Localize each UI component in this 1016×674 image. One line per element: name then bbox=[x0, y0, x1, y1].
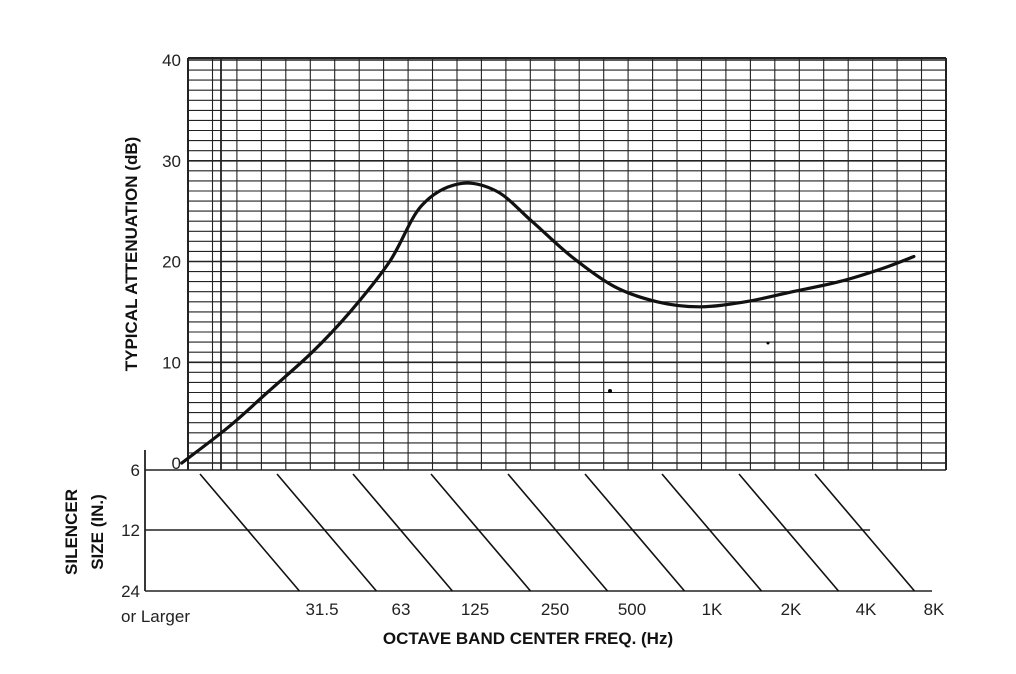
y-tick-label: 0 bbox=[172, 454, 181, 473]
silencer-size-nomograph bbox=[144, 450, 932, 592]
y-axis-title: TYPICAL ATTENUATION (dB) bbox=[122, 137, 141, 372]
chart-grid bbox=[187, 57, 947, 471]
size-tick-label: 6 bbox=[131, 461, 140, 480]
attenuation-curve-group bbox=[180, 181, 916, 465]
y-tick-label: 40 bbox=[162, 51, 181, 70]
frequency-diagonal-line bbox=[584, 473, 686, 592]
frequency-label: 250 bbox=[541, 600, 569, 619]
frequency-label: 500 bbox=[618, 600, 646, 619]
frequency-label: 63 bbox=[392, 600, 411, 619]
size-or-larger-label: or Larger bbox=[121, 607, 190, 626]
chart-labels: 0 10 20 30 40 TYPICAL ATTENUATION (dB) 6 12 24 or… bbox=[62, 51, 945, 648]
speck-mark bbox=[766, 341, 770, 345]
frequency-diagonal-line bbox=[738, 473, 840, 592]
frequency-diagonal-line bbox=[814, 473, 916, 592]
silencer-size-title: SIZE (IN.) bbox=[88, 494, 107, 570]
frequency-label: 125 bbox=[461, 600, 489, 619]
y-tick-label: 10 bbox=[162, 353, 181, 372]
frequency-label: 2K bbox=[781, 600, 802, 619]
speck-mark bbox=[608, 389, 612, 393]
frequency-diagonal-line bbox=[430, 473, 532, 592]
frequency-label: 8K bbox=[924, 600, 945, 619]
frequency-label: 1K bbox=[702, 600, 723, 619]
frequency-diagonal-line bbox=[507, 473, 609, 592]
size-tick-label: 24 bbox=[121, 582, 140, 601]
y-tick-label: 30 bbox=[162, 152, 181, 171]
frequency-diagonal-line bbox=[661, 473, 763, 592]
frequency-diagonal-line bbox=[352, 473, 454, 592]
frequency-label: 31.5 bbox=[305, 600, 338, 619]
silencer-size-title: SILENCER bbox=[62, 489, 81, 575]
x-axis-title: OCTAVE BAND CENTER FREQ. (Hz) bbox=[383, 629, 673, 648]
frequency-label: 4K bbox=[856, 600, 877, 619]
size-tick-label: 12 bbox=[121, 521, 140, 540]
frequency-diagonal-line bbox=[276, 473, 378, 592]
attenuation-curve bbox=[180, 181, 916, 465]
y-tick-label: 20 bbox=[162, 253, 181, 272]
frequency-diagonal-line bbox=[199, 473, 301, 592]
